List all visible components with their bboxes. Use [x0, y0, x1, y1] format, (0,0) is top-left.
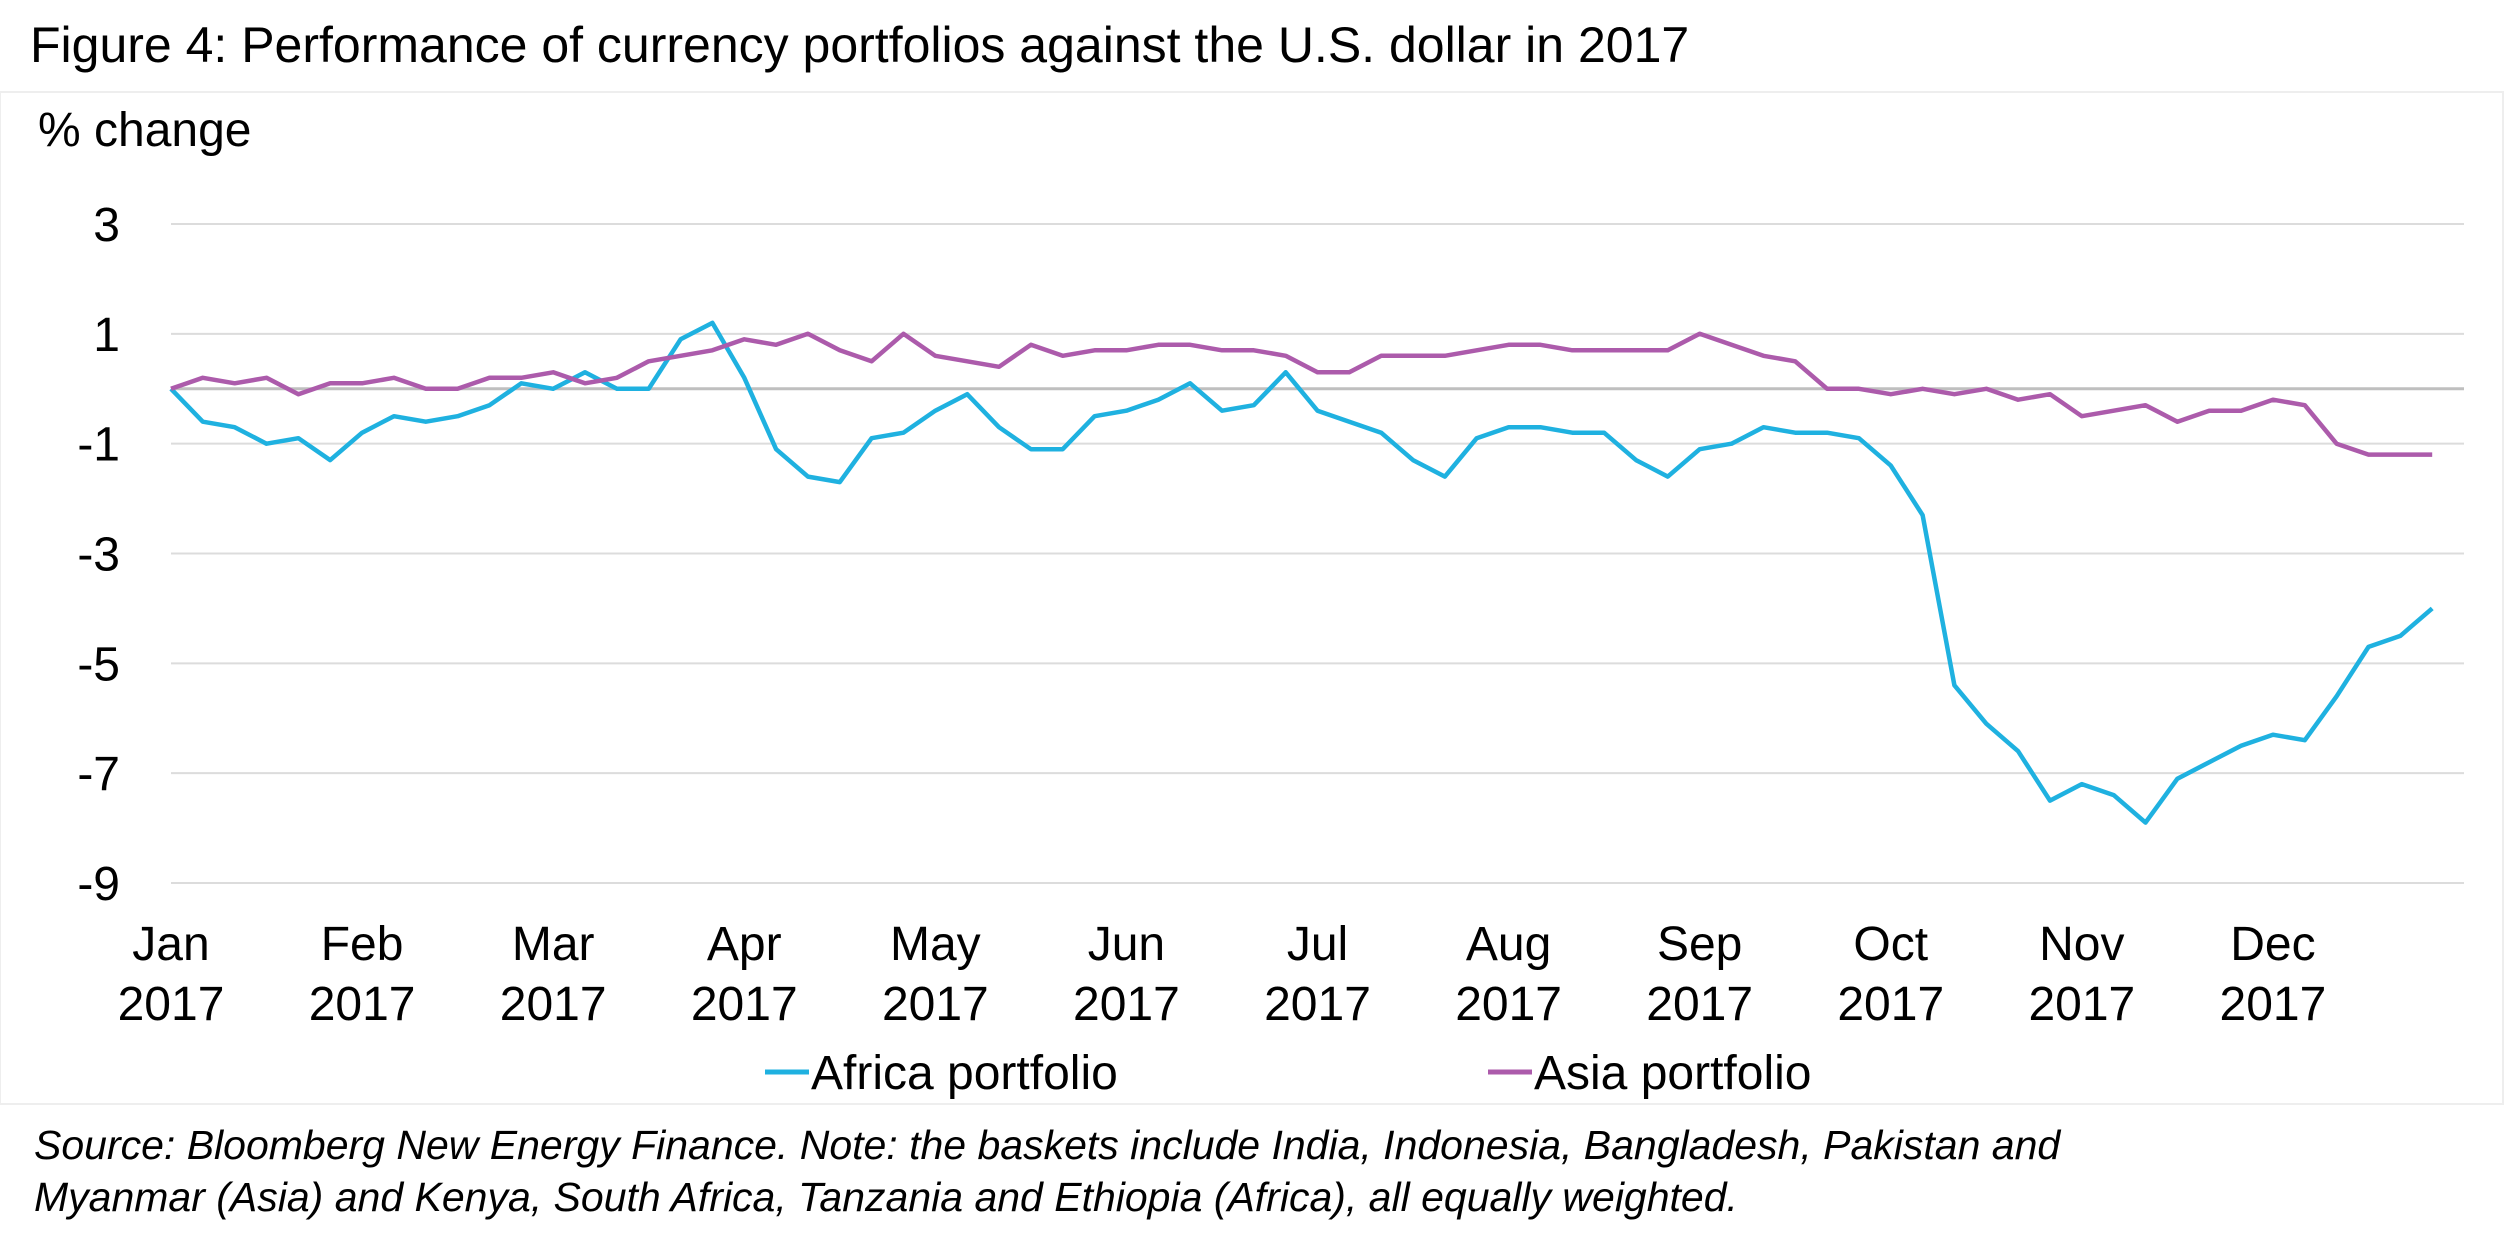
- source-note: Source: Bloomberg New Energy Finance. No…: [34, 1122, 2061, 1168]
- x-tick-label: Apr 2017: [691, 918, 798, 1031]
- legend-label: Africa portfolio: [811, 1047, 1118, 1100]
- series-line: [169, 320, 2434, 825]
- y-tick-label: -9: [77, 858, 120, 911]
- x-tick-label: Dec 2017: [2220, 918, 2327, 1031]
- source-note: Myanmar (Asia) and Kenya, South Africa, …: [34, 1174, 1738, 1220]
- series-line: [170, 331, 2433, 457]
- x-tick-label: May 2017: [882, 918, 989, 1031]
- x-tick-label: Jun 2017: [1073, 918, 1180, 1031]
- x-tick-label: Oct 2017: [1837, 918, 1944, 1031]
- legend-label: Asia portfolio: [1534, 1047, 1811, 1100]
- y-tick-label: 3: [93, 199, 120, 252]
- y-tick-label: -7: [77, 748, 120, 801]
- x-tick-label: Jul 2017: [1264, 918, 1371, 1031]
- x-tick-label: Aug 2017: [1455, 918, 1562, 1031]
- y-tick-label: -1: [77, 419, 120, 472]
- x-tick-label: Mar 2017: [500, 918, 607, 1031]
- y-axis-label: % change: [38, 104, 252, 157]
- x-tick-label: Feb 2017: [309, 918, 416, 1031]
- y-tick-label: -3: [77, 529, 120, 582]
- chart-frame: [0, 91, 2504, 1105]
- y-tick-label: 1: [93, 309, 120, 362]
- x-tick-label: Sep 2017: [1646, 918, 1753, 1031]
- y-tick-label: -5: [77, 638, 120, 691]
- x-tick-label: Jan 2017: [118, 918, 225, 1031]
- chart-title: Figure 4: Performance of currency portfo…: [30, 17, 1689, 73]
- x-tick-label: Nov 2017: [2028, 918, 2135, 1031]
